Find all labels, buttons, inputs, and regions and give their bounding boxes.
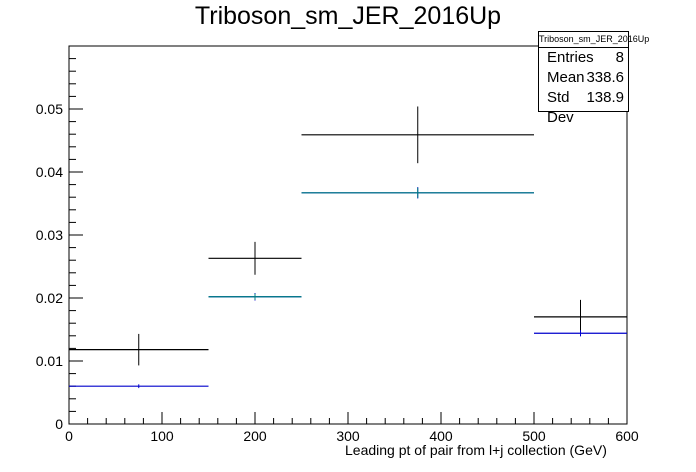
stats-row-stddev: Std Dev 138.9	[539, 88, 628, 126]
stats-mean-value: 338.6	[586, 69, 624, 86]
y-tick-label: 0.01	[36, 353, 63, 369]
stats-box: Triboson_sm_JER_2016Up Entries 8 Mean 33…	[538, 31, 649, 126]
y-tick-label: 0	[55, 416, 63, 432]
x-tick-label: 400	[429, 428, 453, 444]
stats-stddev-value: 138.9	[586, 89, 624, 106]
y-tick-label: 0.03	[36, 227, 63, 243]
x-tick-label: 100	[150, 428, 174, 444]
x-tick-label: 0	[65, 428, 73, 444]
stats-row-entries: Entries 8	[539, 48, 628, 68]
y-tick-label: 0.02	[36, 290, 63, 306]
x-axis-label: Leading pt of pair from l+j collection (…	[345, 442, 607, 458]
stats-entries-label: Entries	[547, 49, 594, 66]
stats-entries-value: 8	[615, 49, 624, 66]
chart-title: Triboson_sm_JER_2016Up	[194, 2, 502, 30]
stats-row-mean: Mean 338.6	[539, 68, 628, 88]
y-tick-label: 0.04	[36, 164, 63, 180]
stats-stddev-label: Std Dev	[547, 89, 574, 126]
stats-box-title: Triboson_sm_JER_2016Up	[539, 32, 649, 48]
y-tick-label: 0.05	[36, 101, 63, 117]
x-tick-label: 600	[615, 428, 639, 444]
stats-mean-label: Mean	[547, 69, 585, 86]
x-tick-label: 300	[336, 428, 360, 444]
x-tick-label: 200	[243, 428, 267, 444]
x-tick-label: 500	[522, 428, 546, 444]
